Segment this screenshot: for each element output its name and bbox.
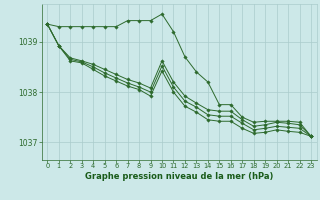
- X-axis label: Graphe pression niveau de la mer (hPa): Graphe pression niveau de la mer (hPa): [85, 172, 273, 181]
